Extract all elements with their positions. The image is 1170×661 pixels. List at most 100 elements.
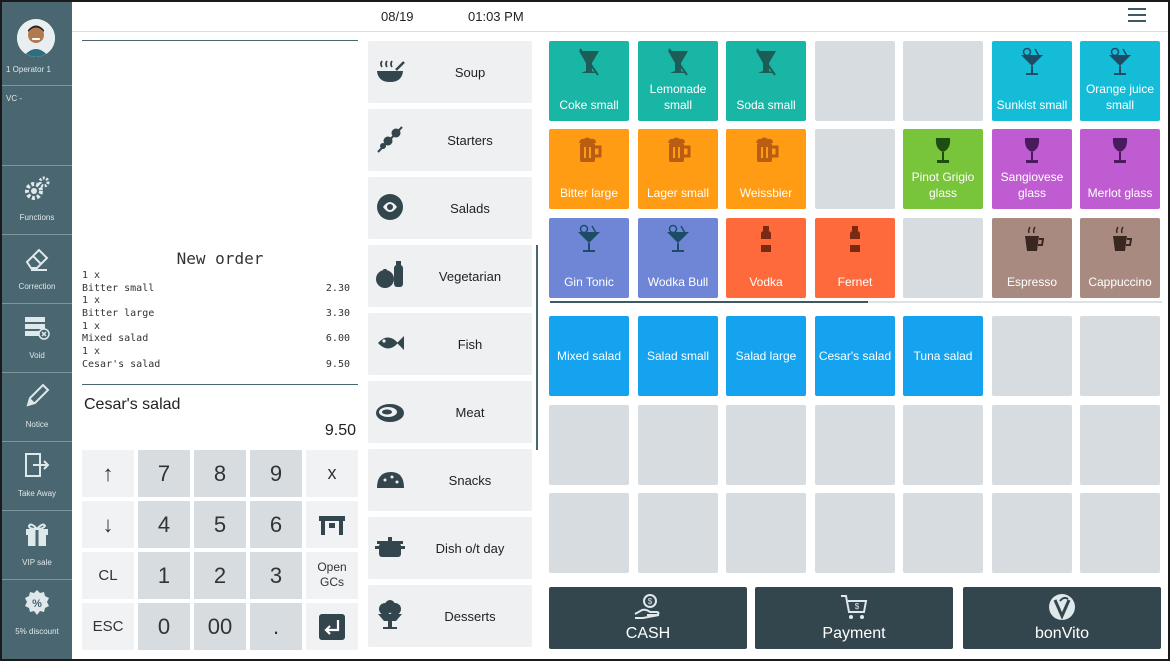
table-key[interactable] xyxy=(306,501,358,548)
notice-button[interactable]: Notice xyxy=(2,372,72,441)
empty-tile[interactable] xyxy=(992,493,1072,573)
drink-tile[interactable]: Pinot Grigio glass xyxy=(903,129,983,209)
category-salads[interactable]: Salads xyxy=(368,177,532,239)
key-3[interactable]: 3 xyxy=(250,552,302,599)
empty-tile[interactable] xyxy=(549,493,629,573)
receipt-line[interactable]: Bitter large 3.30 xyxy=(82,308,350,320)
drink-tile[interactable]: Bitter large xyxy=(549,129,629,209)
key-8[interactable]: 8 xyxy=(194,450,246,497)
drink-tile[interactable]: Lemonade small xyxy=(638,41,718,121)
escape-key[interactable]: ESC xyxy=(82,603,134,650)
category-scrollbar[interactable] xyxy=(536,245,538,450)
receipt-line[interactable]: Mixed salad 6.00 xyxy=(82,333,350,345)
salad-tile-label: Cesar's salad xyxy=(818,349,892,363)
salad-tile[interactable]: Tuna salad xyxy=(903,316,983,396)
drink-tile[interactable]: Lager small xyxy=(638,129,718,209)
empty-tile[interactable] xyxy=(815,129,895,209)
clear-key[interactable]: CL xyxy=(82,552,134,599)
vip-sale-button[interactable]: VIP sale xyxy=(2,510,72,579)
vc-label: VC - xyxy=(6,94,22,103)
empty-tile[interactable] xyxy=(815,41,895,121)
key-5[interactable]: 5 xyxy=(194,501,246,548)
category-meat[interactable]: Meat xyxy=(368,381,532,443)
key-1[interactable]: 1 xyxy=(138,552,190,599)
empty-tile[interactable] xyxy=(726,493,806,573)
key-2[interactable]: 2 xyxy=(194,552,246,599)
empty-tile[interactable] xyxy=(815,405,895,485)
cash-button[interactable]: $ CASH xyxy=(549,587,747,649)
receipt-line[interactable]: 1 x xyxy=(82,320,101,332)
empty-tile[interactable] xyxy=(726,405,806,485)
open-gcs-key[interactable]: Open GCs xyxy=(306,552,358,599)
empty-tile[interactable] xyxy=(549,405,629,485)
drink-tile[interactable]: Soda small xyxy=(726,41,806,121)
salad-tile[interactable]: Mixed salad xyxy=(549,316,629,396)
key-0[interactable]: 0 xyxy=(138,603,190,650)
correction-button[interactable]: Correction xyxy=(2,234,72,303)
receipt-line[interactable]: 1 x xyxy=(82,270,101,281)
empty-tile[interactable] xyxy=(1080,493,1160,573)
drink-tile[interactable]: Merlot glass xyxy=(1080,129,1160,209)
bonvito-button[interactable]: bonVito xyxy=(963,587,1161,649)
arrow-down-key[interactable]: ↓ xyxy=(82,501,134,548)
coffee-icon xyxy=(1113,226,1133,251)
empty-tile[interactable] xyxy=(992,316,1072,396)
category-soup[interactable]: Soup xyxy=(368,41,532,103)
drink-tile[interactable]: Sunkist small xyxy=(992,41,1072,121)
empty-tile[interactable] xyxy=(903,405,983,485)
void-button[interactable]: Void xyxy=(2,303,72,372)
drink-tile[interactable]: Gin Tonic xyxy=(549,218,629,298)
product-grid-divider[interactable] xyxy=(550,301,1162,303)
salad-tile[interactable]: Cesar's salad xyxy=(815,316,895,396)
receipt-line[interactable]: Cesar's salad 9.50 xyxy=(82,358,350,370)
empty-tile[interactable] xyxy=(992,405,1072,485)
drink-tile[interactable]: Fernet xyxy=(815,218,895,298)
category-vegetarian[interactable]: Vegetarian xyxy=(368,245,532,307)
key-7[interactable]: 7 xyxy=(138,450,190,497)
empty-tile[interactable] xyxy=(1080,316,1160,396)
key-9[interactable]: 9 xyxy=(250,450,302,497)
receipt-line[interactable]: 1 x xyxy=(82,295,101,307)
salad-tile[interactable]: Salad large xyxy=(726,316,806,396)
discount-button[interactable]: % 5% discount xyxy=(2,579,72,648)
empty-tile[interactable] xyxy=(1080,405,1160,485)
decimal-key[interactable]: . xyxy=(250,603,302,650)
multiply-key[interactable]: x xyxy=(306,450,358,497)
category-dish-of-the-day[interactable]: Dish o/t day xyxy=(368,517,532,579)
empty-tile[interactable] xyxy=(815,493,895,573)
empty-tile[interactable] xyxy=(903,493,983,573)
drink-tile[interactable]: Coke small xyxy=(549,41,629,121)
salad-tile[interactable]: Salad small xyxy=(638,316,718,396)
operator-panel[interactable]: 1 Operator 1 xyxy=(2,2,72,86)
take-away-button[interactable]: Take Away xyxy=(2,441,72,510)
functions-button[interactable]: Functions xyxy=(2,165,72,234)
drink-tile[interactable]: Espresso xyxy=(992,218,1072,298)
drink-tile-label: Bitter large xyxy=(559,186,619,200)
enter-key[interactable] xyxy=(306,603,358,650)
empty-tile[interactable] xyxy=(638,405,718,485)
pot-icon xyxy=(375,537,405,557)
payment-button[interactable]: $ Payment xyxy=(755,587,953,649)
category-starters[interactable]: Starters xyxy=(368,109,532,171)
bottle-icon xyxy=(850,226,860,252)
hamburger-menu-icon[interactable] xyxy=(1128,8,1146,24)
empty-tile[interactable] xyxy=(903,218,983,298)
key-00[interactable]: 00 xyxy=(194,603,246,650)
arrow-up-key[interactable]: ↑ xyxy=(82,450,134,497)
key-4[interactable]: 4 xyxy=(138,501,190,548)
drink-tile[interactable]: Cappuccino xyxy=(1080,218,1160,298)
receipt-line[interactable]: 1 x xyxy=(82,346,101,358)
category-snacks[interactable]: Snacks xyxy=(368,449,532,511)
category-desserts[interactable]: Desserts xyxy=(368,585,532,647)
drink-tile[interactable]: Orange juice small xyxy=(1080,41,1160,121)
fish-icon xyxy=(378,336,404,350)
category-fish[interactable]: Fish xyxy=(368,313,532,375)
drink-tile[interactable]: Wodka Bull xyxy=(638,218,718,298)
empty-tile[interactable] xyxy=(638,493,718,573)
drink-tile[interactable]: Sangiovese glass xyxy=(992,129,1072,209)
drink-tile[interactable]: Vodka xyxy=(726,218,806,298)
key-6[interactable]: 6 xyxy=(250,501,302,548)
drink-tile[interactable]: Weissbier xyxy=(726,129,806,209)
empty-tile[interactable] xyxy=(903,41,983,121)
receipt-line[interactable]: Bitter small 2.30 xyxy=(82,282,350,294)
